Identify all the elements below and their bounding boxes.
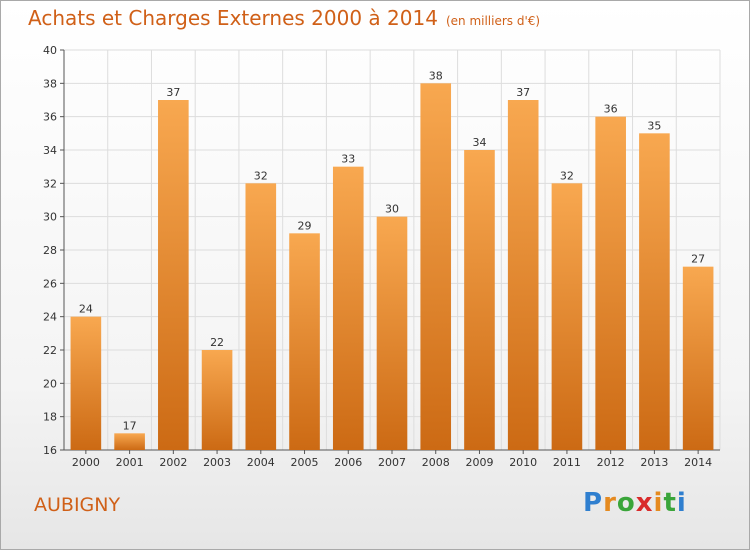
bar-value-label: 38 <box>429 69 443 82</box>
logo-letter: r <box>603 488 617 518</box>
x-tick-label: 2004 <box>247 456 275 469</box>
x-tick-label: 2000 <box>72 456 100 469</box>
logo-letter: x <box>635 488 654 518</box>
x-tick-label: 2002 <box>159 456 187 469</box>
bar <box>551 183 583 451</box>
bar <box>70 316 102 450</box>
x-tick-label: 2008 <box>422 456 450 469</box>
labels: 16 18 20 22 24 26 28 30 32 34 36 38 40 24 2000 17 2001 37… <box>43 44 712 469</box>
title-text: Achats et Charges Externes 2000 à 2014 <box>28 6 438 30</box>
bar-value-label: 36 <box>604 103 618 116</box>
x-tick-label: 2013 <box>640 456 668 469</box>
bar <box>376 216 408 450</box>
bar <box>420 83 452 450</box>
x-tick-label: 2006 <box>334 456 362 469</box>
proxiti-logo: Proxiti <box>583 488 687 518</box>
logo-letter: o <box>616 488 636 518</box>
y-tick-label: 16 <box>43 444 57 457</box>
x-tick-label: 2009 <box>465 456 493 469</box>
y-tick-label: 40 <box>43 44 57 57</box>
bar <box>289 233 320 450</box>
logo-letter: t <box>663 488 677 518</box>
bar <box>639 133 670 451</box>
bar <box>682 266 714 450</box>
bar-value-label: 35 <box>647 119 661 132</box>
bar <box>114 433 145 450</box>
bar <box>201 350 233 450</box>
bar-value-label: 33 <box>341 153 355 166</box>
y-tick-label: 36 <box>43 111 57 124</box>
y-tick-label: 38 <box>43 77 57 90</box>
unit-note: (en milliers d'€) <box>445 14 541 28</box>
y-tick-label: 34 <box>43 144 57 157</box>
x-tick-label: 2001 <box>116 456 144 469</box>
logo-letter: i <box>653 488 664 518</box>
bar-value-label: 37 <box>516 86 530 99</box>
bar-value-label: 22 <box>210 336 224 349</box>
bar-value-label: 34 <box>472 136 486 149</box>
y-tick-label: 20 <box>43 377 57 390</box>
bar <box>158 100 189 450</box>
bar-value-label: 32 <box>254 169 268 182</box>
bar-value-label: 17 <box>123 419 137 432</box>
x-tick-label: 2011 <box>553 456 581 469</box>
bar-value-label: 29 <box>298 219 312 232</box>
y-tick-label: 24 <box>43 311 57 324</box>
bar <box>245 183 277 451</box>
bar-value-label: 27 <box>691 253 705 266</box>
y-tick-label: 28 <box>43 244 57 257</box>
logo-letter: P <box>583 488 604 518</box>
commune-name: AUBIGNY <box>34 494 121 516</box>
y-tick-label: 22 <box>43 344 57 357</box>
bar-value-label: 30 <box>385 203 399 216</box>
bar <box>332 166 364 450</box>
x-tick-label: 2010 <box>509 456 537 469</box>
x-tick-label: 2014 <box>684 456 712 469</box>
bar-value-label: 37 <box>166 86 180 99</box>
y-tick-label: 26 <box>43 277 57 290</box>
bar <box>507 100 539 450</box>
bars <box>70 83 714 451</box>
logo-letter: i <box>676 488 687 518</box>
bar <box>464 150 495 450</box>
x-tick-label: 2012 <box>597 456 625 469</box>
bar <box>595 116 626 451</box>
chart-title: Achats et Charges Externes 2000 à 2014 (e… <box>28 6 540 30</box>
x-tick-label: 2003 <box>203 456 231 469</box>
y-tick-label: 30 <box>43 211 57 224</box>
bar-value-label: 32 <box>560 169 574 182</box>
bar-value-label: 24 <box>79 303 93 316</box>
y-tick-label: 18 <box>43 411 57 424</box>
x-tick-label: 2007 <box>378 456 406 469</box>
x-tick-label: 2005 <box>291 456 319 469</box>
y-tick-label: 32 <box>43 177 57 190</box>
